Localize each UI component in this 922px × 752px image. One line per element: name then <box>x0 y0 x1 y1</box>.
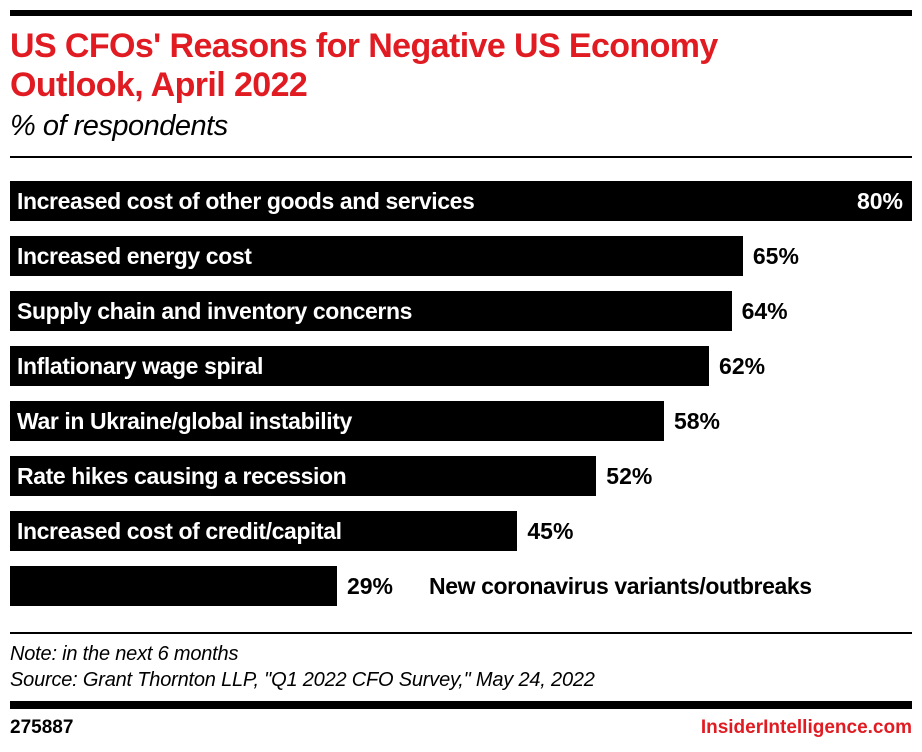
bar-value-label: 64% <box>741 297 788 324</box>
bar-chart: Increased cost of other goods and servic… <box>10 181 912 606</box>
bar-fill: Increased cost of other goods and servic… <box>10 181 912 221</box>
bar-category-label: Supply chain and inventory concerns <box>17 297 412 324</box>
bar-category-label: Rate hikes causing a recession <box>17 462 347 489</box>
chart-subtitle: % of respondents <box>10 110 228 142</box>
bar-category-label: War in Ukraine/global instability <box>17 407 352 434</box>
chart-id: 275887 <box>10 717 74 738</box>
bar-category-label: Increased energy cost <box>17 242 252 269</box>
bar-category-label: Increased cost of credit/capital <box>17 517 342 544</box>
bar-row: Increased cost of other goods and servic… <box>10 181 912 221</box>
bar-value-label: 58% <box>673 407 720 434</box>
chart-page: US CFOs' Reasons for Negative US Economy… <box>0 10 922 739</box>
bar-fill: War in Ukraine/global instability <box>10 401 664 441</box>
bar-value-label: 52% <box>606 462 653 489</box>
chart-source: Source: Grant Thornton LLP, "Q1 2022 CFO… <box>10 669 595 691</box>
bar-value-label: 45% <box>527 517 574 544</box>
header-divider <box>10 156 912 158</box>
chart-title: US CFOs' Reasons for Negative US Economy… <box>10 27 912 105</box>
bar-fill <box>10 566 337 606</box>
chart-note: Note: in the next 6 months <box>10 643 239 665</box>
bar-category-label: Increased cost of other goods and servic… <box>17 187 475 214</box>
bar-value-label: 80% <box>856 187 903 214</box>
footnote-divider <box>10 632 912 634</box>
bar-fill: Increased cost of credit/capital <box>10 511 518 551</box>
bar-value-label: 29% <box>346 572 394 599</box>
brand-name: InsiderIntelligence.com <box>700 717 912 738</box>
bar-row: 29% New coronavirus variants/outbreaks <box>10 566 912 606</box>
bar-row: Increased cost of credit/capital 45% <box>10 511 912 551</box>
top-rule <box>10 10 912 16</box>
bottom-rule <box>10 701 912 709</box>
bar-category-label: New coronavirus variants/outbreaks <box>429 572 812 599</box>
bar-fill: Inflationary wage spiral <box>10 346 710 386</box>
chart-title-line2: Outlook, April 2022 <box>10 66 308 104</box>
bar-value-label: 62% <box>719 352 766 379</box>
bar-fill: Supply chain and inventory concerns <box>10 291 732 331</box>
footer: 275887 InsiderIntelligence.com <box>10 717 912 739</box>
bar-value-label: 65% <box>752 242 799 269</box>
bar-row: Supply chain and inventory concerns 64% <box>10 291 912 331</box>
bar-row: War in Ukraine/global instability 58% <box>10 401 912 441</box>
bar-row: Rate hikes causing a recession 52% <box>10 456 912 496</box>
bar-fill: Rate hikes causing a recession <box>10 456 597 496</box>
bar-category-label: Inflationary wage spiral <box>17 352 264 379</box>
bar-fill: Increased energy cost <box>10 236 743 276</box>
bar-row: Inflationary wage spiral 62% <box>10 346 912 386</box>
bar-row: Increased energy cost 65% <box>10 236 912 276</box>
chart-title-line1: US CFOs' Reasons for Negative US Economy <box>10 27 718 65</box>
